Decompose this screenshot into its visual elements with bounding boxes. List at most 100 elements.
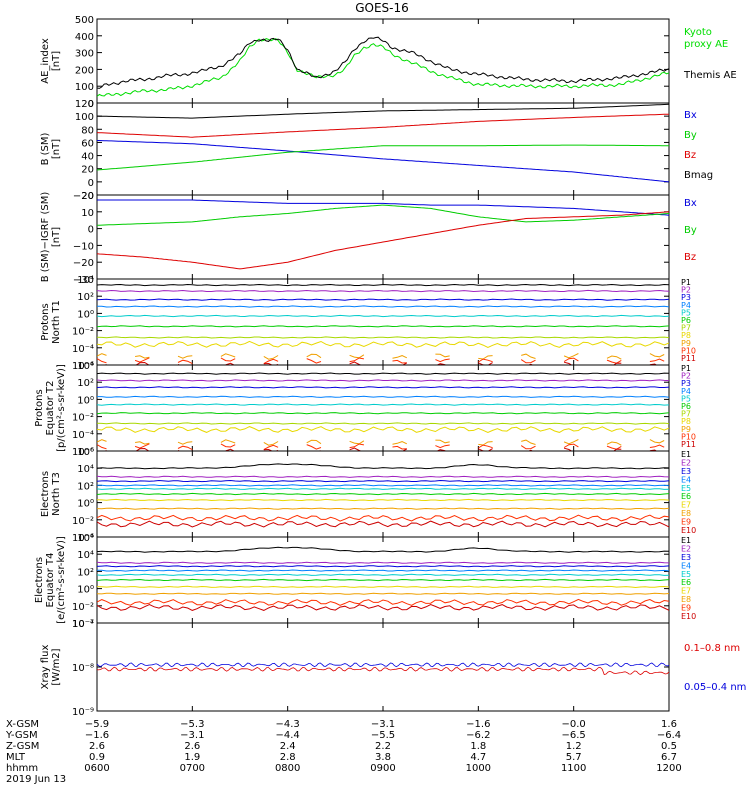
legend-entry: Bx <box>684 110 697 121</box>
channel-label: E4 <box>681 475 691 484</box>
channel-label: P9 <box>681 425 691 434</box>
panel-frame <box>96 622 670 712</box>
y-tick-label: 10⁻⁴ <box>72 619 94 630</box>
channel-trace-E4 <box>97 569 669 572</box>
xray-series-1 <box>97 662 669 668</box>
channel-trace-P2 <box>97 379 669 382</box>
y-axis-label: B (SM)−IGRF (SM) <box>40 192 51 283</box>
y-tick-label: 10² <box>77 481 94 492</box>
channel-label: E7 <box>681 587 691 596</box>
y-tick-label: 60 <box>81 138 94 149</box>
series-line-Bz <box>97 211 669 270</box>
y-axis-label: Protons <box>40 303 51 340</box>
y-tick-label: 20 <box>81 165 94 176</box>
panel-2: −20 0 20 40 60 80 100 120 B (SM) [nT] Bx By Bz Bmag <box>40 99 713 202</box>
channel-label: P5 <box>681 308 691 317</box>
x-axis-value: 0.9 <box>89 752 105 763</box>
x-axis-value: −5.3 <box>180 719 204 730</box>
series-group <box>97 662 669 676</box>
x-axis-value: 4.7 <box>470 752 486 763</box>
channel-label: P11 <box>681 354 696 363</box>
x-axis-value: −5.9 <box>85 719 109 730</box>
y-axis-label: [p/(cm²-s-sr-keV)] <box>56 364 67 452</box>
y-tick-label: 300 <box>75 49 94 60</box>
y-tick-label: 10⁻⁶ <box>72 361 94 372</box>
y-axis-label: B (SM) <box>40 132 51 165</box>
x-axis-value: −3.1 <box>180 730 204 741</box>
y-tick-label: 10⁻⁷ <box>72 619 94 630</box>
y-tick-label: 10² <box>77 567 94 578</box>
channel-label: E2 <box>681 458 691 467</box>
channel-label: E9 <box>681 518 691 527</box>
channel-label: P4 <box>681 387 691 396</box>
x-axis-value: 2.6 <box>184 741 200 752</box>
series-group <box>97 103 669 183</box>
x-axis-value: −1.6 <box>85 730 109 741</box>
panel-8: 10⁻⁷ 10⁻⁸ 10⁻⁹ Xray flux [W/m2] 0.1–0.8 nm 0.0… <box>40 619 746 718</box>
channel-label: P9 <box>681 339 691 348</box>
channel-label: P3 <box>681 293 691 302</box>
series-group <box>97 36 669 97</box>
channel-trace-E6 <box>97 578 669 582</box>
y-tick-label: 10⁻⁹ <box>72 707 94 718</box>
channel-label: P8 <box>681 417 691 426</box>
y-tick-label: 10⁻² <box>72 413 94 424</box>
series-line-By <box>97 204 669 226</box>
x-axis-row-label: Z-GSM <box>6 741 39 752</box>
channel-label: P6 <box>681 402 691 411</box>
legend-entry: proxy AE <box>684 39 728 50</box>
panel-3: −30 −20 −10 0 10 20 B (SM)−IGRF (SM) [nT] Bx By Bz <box>40 191 697 286</box>
x-axis-value: −5.5 <box>371 730 395 741</box>
y-tick-label: −20 <box>73 258 94 269</box>
x-axis-date: 2019 Jun 13 <box>6 774 66 785</box>
channel-label: P5 <box>681 394 691 403</box>
channel-trace-E7 <box>97 498 669 502</box>
y-axis-label: Xray flux <box>40 645 51 690</box>
channel-label: P1 <box>681 278 691 287</box>
channel-label: E1 <box>681 450 691 459</box>
channel-label: P10 <box>681 432 696 441</box>
x-axis-value: 1000 <box>466 763 491 774</box>
x-axis-value: 6.7 <box>661 752 677 763</box>
channel-trace-E8 <box>97 592 669 595</box>
channel-trace-E10 <box>97 603 669 611</box>
channel-trace-E9 <box>97 598 669 606</box>
channel-label: E8 <box>681 595 691 604</box>
series-group <box>97 372 669 454</box>
channel-trace-P6 <box>97 412 669 415</box>
y-tick-label: 80 <box>81 125 94 136</box>
y-tick-label: 20 <box>81 191 94 202</box>
y-axis-label: Equator T4 <box>45 553 56 608</box>
y-axis-label: North T1 <box>51 300 62 344</box>
y-axis-label: [W/m2] <box>51 648 62 685</box>
series-line-Themis AE <box>97 36 669 89</box>
x-axis-row-label: X-GSM <box>6 719 39 730</box>
x-axis-value: 0800 <box>275 763 300 774</box>
x-axis-value: 1.9 <box>184 752 200 763</box>
series-group <box>97 199 669 270</box>
panel-frame <box>96 194 670 280</box>
channel-trace-P2 <box>97 289 669 293</box>
series-group <box>97 463 669 528</box>
y-tick-label: −30 <box>73 275 94 286</box>
y-tick-label: 100 <box>75 82 94 93</box>
series-line-Bx <box>97 140 669 183</box>
channel-trace-P8 <box>97 426 669 434</box>
channel-label: P4 <box>681 301 691 310</box>
x-axis-value: −6.2 <box>466 730 490 741</box>
y-tick-label: 40 <box>81 152 94 163</box>
xray-series-0 <box>97 666 669 676</box>
channel-label: E6 <box>681 578 691 587</box>
channel-trace-P5 <box>97 403 669 406</box>
channel-label: E5 <box>681 484 691 493</box>
legend-entry: Kyoto <box>684 27 712 38</box>
channel-trace-P4 <box>97 305 669 308</box>
series-line-By <box>97 144 669 171</box>
y-tick-label: 0 <box>88 225 94 236</box>
x-axis-value: −3.1 <box>371 719 395 730</box>
x-axis-table: X-GSM −5.9 −5.3 −4.3 −3.1 −1.6 −0.0 1.6 Y-GSM −1.… <box>5 719 682 785</box>
